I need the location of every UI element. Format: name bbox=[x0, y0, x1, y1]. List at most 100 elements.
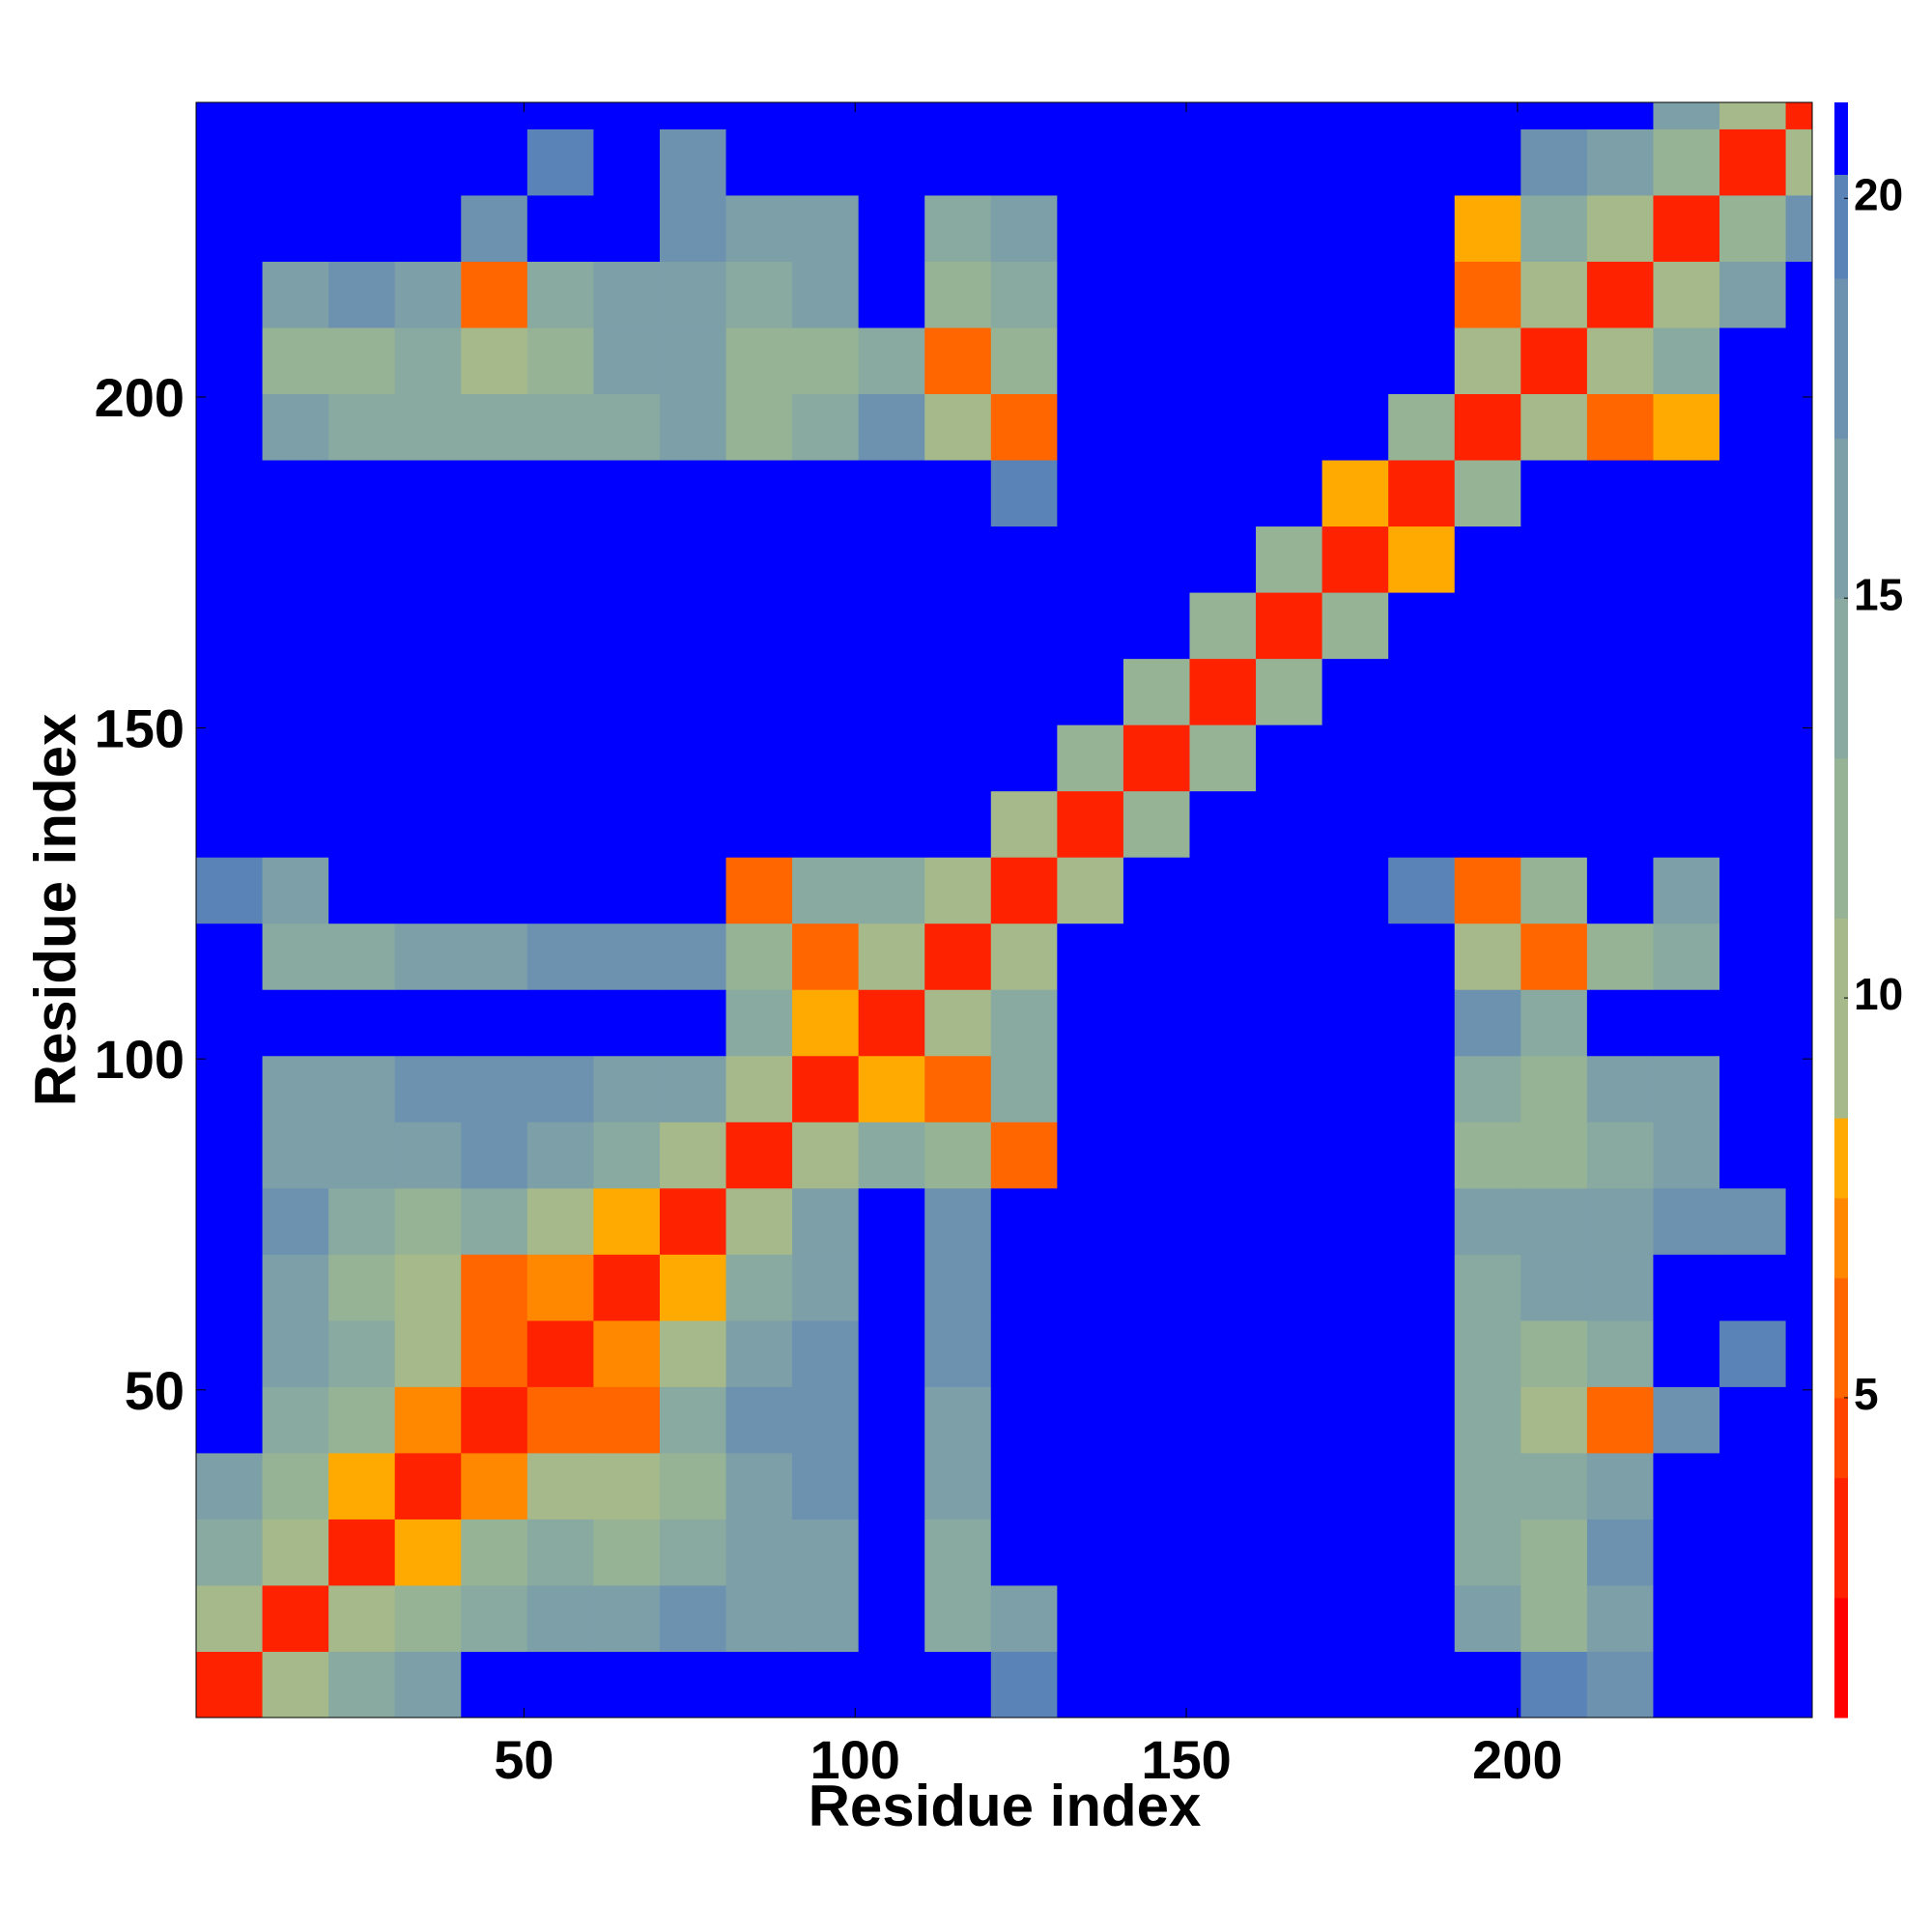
heatmap-cell bbox=[1057, 1187, 1124, 1255]
colorbar-tick-label: 5 bbox=[1854, 1369, 1879, 1419]
heatmap-cell bbox=[196, 261, 264, 328]
heatmap-cell bbox=[725, 1122, 793, 1189]
heatmap-cell bbox=[1520, 1055, 1588, 1122]
heatmap-cell bbox=[1520, 1519, 1588, 1586]
heatmap-cell bbox=[1388, 327, 1456, 395]
heatmap-cell bbox=[394, 261, 462, 328]
heatmap-cell bbox=[858, 261, 925, 328]
heatmap-cell bbox=[526, 1254, 594, 1321]
heatmap-cell bbox=[1057, 194, 1124, 262]
heatmap-cell bbox=[1785, 790, 1813, 858]
heatmap-cell bbox=[659, 128, 727, 196]
heatmap-cell bbox=[1321, 790, 1389, 858]
heatmap-cell bbox=[593, 261, 661, 328]
heatmap-cell bbox=[593, 1187, 661, 1255]
heatmap-cell bbox=[1122, 1386, 1190, 1454]
heatmap-cell bbox=[196, 1519, 264, 1586]
heatmap-cell bbox=[924, 1452, 992, 1520]
heatmap-cell bbox=[328, 658, 396, 725]
heatmap-cell bbox=[1321, 1584, 1389, 1652]
heatmap-cell bbox=[593, 724, 661, 792]
heatmap-cell bbox=[924, 460, 992, 527]
heatmap-cell bbox=[1122, 194, 1190, 262]
heatmap-cell bbox=[1454, 658, 1521, 725]
heatmap-cell bbox=[461, 194, 528, 262]
heatmap-cell bbox=[1785, 1320, 1813, 1387]
heatmap-cell bbox=[1189, 1386, 1257, 1454]
y-tick-label: 50 bbox=[125, 1360, 185, 1421]
heatmap-cell bbox=[1189, 1452, 1257, 1520]
heatmap-cell bbox=[196, 194, 264, 262]
heatmap-cell bbox=[394, 790, 462, 858]
heatmap-cell bbox=[1321, 102, 1389, 129]
heatmap-cell bbox=[328, 1320, 396, 1387]
heatmap-cell bbox=[1122, 724, 1190, 792]
heatmap-cell bbox=[1454, 1584, 1521, 1652]
heatmap-cell bbox=[1653, 393, 1720, 461]
heatmap-cell bbox=[1454, 128, 1521, 196]
heatmap-cell bbox=[1719, 128, 1787, 196]
colorbar-segment bbox=[1834, 598, 1848, 759]
heatmap-cell bbox=[1321, 857, 1389, 924]
heatmap-cell bbox=[461, 1386, 528, 1454]
heatmap-cell bbox=[461, 1122, 528, 1189]
heatmap-cell bbox=[1586, 1519, 1654, 1586]
heatmap-cell bbox=[1520, 1651, 1588, 1719]
heatmap-cell bbox=[659, 327, 727, 395]
heatmap-cell bbox=[196, 1320, 264, 1387]
heatmap-cell bbox=[858, 1386, 925, 1454]
heatmap-cell bbox=[1520, 1122, 1588, 1189]
heatmap-cell bbox=[1321, 592, 1389, 660]
colorbar-segment bbox=[1834, 757, 1848, 919]
heatmap-cell bbox=[725, 658, 793, 725]
heatmap-cell bbox=[990, 1055, 1058, 1122]
heatmap-cell bbox=[1388, 790, 1456, 858]
heatmap-cell bbox=[1057, 989, 1124, 1057]
heatmap-cell bbox=[1256, 658, 1323, 725]
heatmap-cell bbox=[196, 790, 264, 858]
heatmap-cell bbox=[262, 658, 329, 725]
colorbar-segment bbox=[1834, 438, 1848, 599]
heatmap-cell bbox=[1586, 923, 1654, 990]
heatmap-cell bbox=[1454, 592, 1521, 660]
heatmap-cell bbox=[461, 1584, 528, 1652]
heatmap-cell bbox=[526, 1187, 594, 1255]
heatmap-cell bbox=[1256, 393, 1323, 461]
heatmap-cell bbox=[725, 1320, 793, 1387]
heatmap-cell bbox=[1785, 857, 1813, 924]
heatmap-cell bbox=[1719, 1187, 1787, 1255]
heatmap-cell bbox=[924, 923, 992, 990]
heatmap-cell bbox=[725, 128, 793, 196]
heatmap-cell bbox=[328, 261, 396, 328]
colorbar-segment bbox=[1834, 1277, 1848, 1399]
heatmap-cell bbox=[1189, 102, 1257, 129]
heatmap-cell bbox=[1122, 526, 1190, 593]
heatmap-cell bbox=[1454, 989, 1521, 1057]
heatmap-cell bbox=[1586, 1651, 1654, 1719]
heatmap-cell bbox=[1785, 923, 1813, 990]
heatmap-cell bbox=[593, 1122, 661, 1189]
heatmap-cell bbox=[1454, 327, 1521, 395]
heatmap-cell bbox=[262, 1452, 329, 1520]
heatmap-cell bbox=[659, 261, 727, 328]
heatmap-cell bbox=[1057, 1122, 1124, 1189]
heatmap-cell bbox=[1256, 526, 1323, 593]
heatmap-cell bbox=[924, 658, 992, 725]
heatmap-cell bbox=[1520, 790, 1588, 858]
heatmap-cell bbox=[1256, 128, 1323, 196]
heatmap-cell bbox=[1057, 658, 1124, 725]
heatmap-cell bbox=[1454, 1055, 1521, 1122]
heatmap-cell bbox=[1388, 1187, 1456, 1255]
heatmap-cell bbox=[1122, 460, 1190, 527]
heatmap-cell bbox=[725, 1584, 793, 1652]
heatmap-cell bbox=[328, 989, 396, 1057]
heatmap-cell bbox=[394, 102, 462, 129]
heatmap-cell bbox=[659, 1122, 727, 1189]
heatmap-cell bbox=[1719, 1584, 1787, 1652]
heatmap-cell bbox=[1122, 592, 1190, 660]
heatmap-cell bbox=[990, 989, 1058, 1057]
heatmap-cell bbox=[1388, 592, 1456, 660]
heatmap-cell bbox=[262, 857, 329, 924]
x-tick-label: 100 bbox=[810, 1729, 900, 1790]
heatmap-cell bbox=[262, 1187, 329, 1255]
